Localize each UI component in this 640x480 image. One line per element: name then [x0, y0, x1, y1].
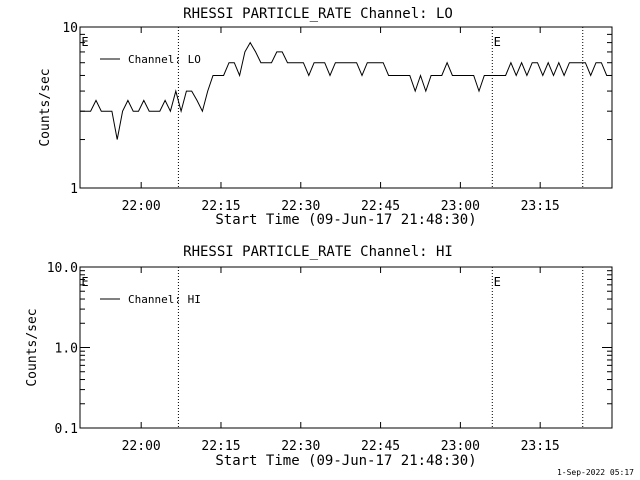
chart-panel-2: RHESSI PARTICLE_RATE Channel: HI 22:00 22:…: [25, 244, 613, 469]
x-tick-label: 22:15: [201, 199, 240, 214]
plot-frame: [79, 26, 613, 189]
x-tick-label: 23:00: [441, 439, 480, 454]
legend-label: Channel: LO: [128, 53, 201, 66]
x-axis-label: Start Time (09-Jun-17 21:48:30): [215, 453, 476, 469]
x-tick-label: 22:00: [122, 439, 161, 454]
chart-title: RHESSI PARTICLE_RATE Channel: HI: [183, 244, 453, 260]
x-tick-label: 22:00: [122, 199, 161, 214]
x-tick-label: 22:15: [201, 439, 240, 454]
plot-timestamp: 1-Sep-2022 05:17: [556, 468, 634, 477]
x-tick-label: 22:30: [281, 199, 320, 214]
y-tick-label: 1.0: [55, 342, 78, 357]
x-tick-label: 22:45: [361, 439, 400, 454]
event-marker-label: E: [81, 275, 88, 289]
event-marker-label: E: [494, 35, 501, 49]
x-tick-label: 22:45: [361, 199, 400, 214]
event-marker-label: E: [494, 275, 501, 289]
y-tick-label: 0.1: [55, 422, 78, 437]
x-tick-label: 23:00: [441, 199, 480, 214]
y-tick-label: 1: [70, 182, 78, 197]
legend-label: Channel: HI: [128, 293, 201, 306]
x-tick-label: 22:30: [281, 439, 320, 454]
x-tick-label: 23:15: [521, 439, 560, 454]
event-marker-label: E: [81, 35, 88, 49]
chart-panel-1: RHESSI PARTICLE_RATE Channel: LO 22:00 22:…: [38, 6, 613, 228]
y-axis-label: Counts/sec: [38, 68, 53, 146]
y-tick-label: 10.0: [47, 261, 78, 276]
chart-title: RHESSI PARTICLE_RATE Channel: LO: [183, 6, 453, 22]
x-tick-label: 23:15: [521, 199, 560, 214]
x-axis-label: Start Time (09-Jun-17 21:48:30): [215, 212, 476, 228]
series-line-1: [80, 41, 612, 140]
y-axis-label: Counts/sec: [25, 308, 40, 386]
y-tick-label: 10: [62, 21, 78, 36]
plot-frame: [79, 266, 613, 429]
